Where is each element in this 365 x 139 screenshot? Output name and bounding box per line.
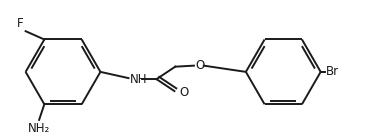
Text: F: F: [17, 17, 24, 30]
Text: O: O: [179, 86, 189, 99]
Text: O: O: [195, 59, 204, 72]
Text: NH₂: NH₂: [28, 122, 50, 135]
Text: NH: NH: [130, 73, 147, 86]
Text: Br: Br: [326, 65, 339, 78]
